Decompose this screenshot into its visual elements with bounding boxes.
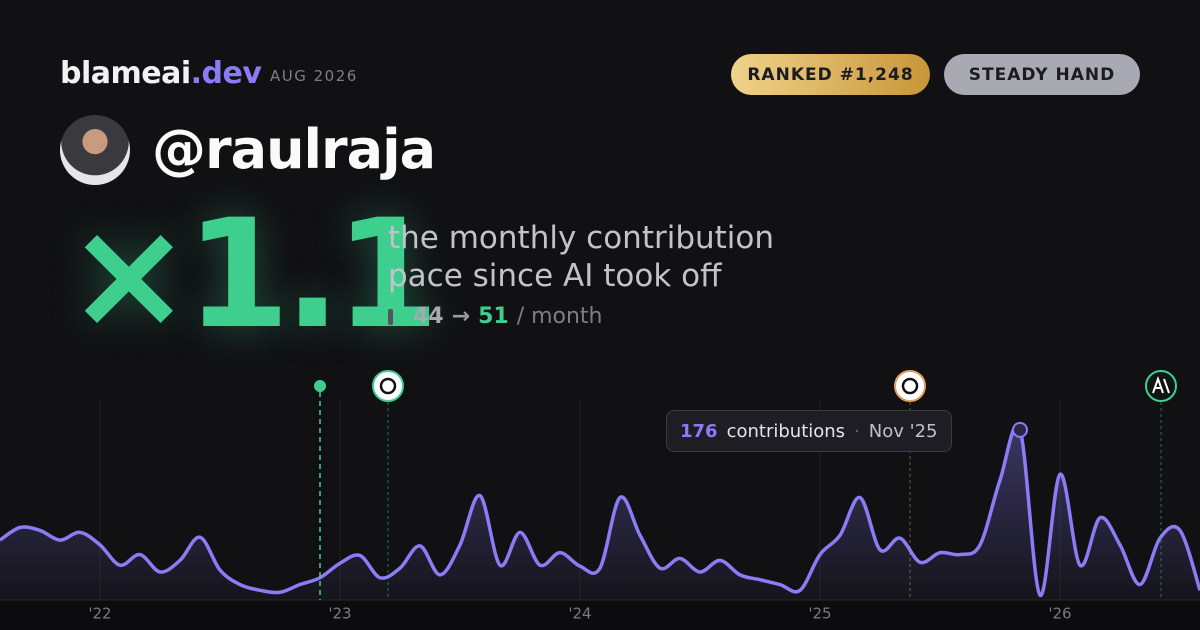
arrow: → xyxy=(451,304,471,329)
event-markers xyxy=(314,370,1177,600)
icon-glyph xyxy=(1152,376,1170,394)
title-badge: STEADY HAND xyxy=(944,54,1140,95)
from-value: 44 xyxy=(413,304,444,329)
rank-badge: RANKED #1,248 xyxy=(731,54,930,95)
highlight-point xyxy=(1012,421,1028,438)
brand-name: blameai xyxy=(60,56,191,91)
brand: blameai.dev xyxy=(60,56,262,91)
openai-icon xyxy=(372,370,404,402)
icon-glyph xyxy=(901,377,919,395)
x-tick-label: '22 xyxy=(88,605,111,623)
avatar xyxy=(60,115,130,185)
event-dot xyxy=(314,380,326,392)
icon-glyph xyxy=(379,377,397,395)
tooltip-value: 176 xyxy=(680,420,718,442)
description: pace since AI took off xyxy=(388,258,722,294)
area xyxy=(0,425,1200,600)
unit: / month xyxy=(516,304,603,329)
stats: 44 → 51 / month xyxy=(388,304,603,329)
x-tick-label: '25 xyxy=(808,605,831,623)
date: AUG 2026 xyxy=(270,67,358,85)
brand-suffix: .dev xyxy=(190,56,262,91)
tooltip-separator: · xyxy=(854,420,860,442)
stats-icon xyxy=(388,308,401,325)
openai-icon xyxy=(894,370,926,402)
multiplier: ×1.1 xyxy=(66,188,439,362)
x-tick-label: '24 xyxy=(568,605,591,623)
tooltip: 176 contributions · Nov '25 xyxy=(666,410,952,452)
to-value: 51 xyxy=(478,304,509,329)
description: the monthly contribution xyxy=(388,220,775,256)
tooltip-unit: contributions xyxy=(726,420,846,442)
x-tick-label: '23 xyxy=(328,605,351,623)
x-tick-label: '26 xyxy=(1048,605,1071,623)
tooltip-date: Nov '25 xyxy=(868,420,938,442)
handle: @raulraja xyxy=(152,118,436,181)
axis-strip xyxy=(0,600,1200,630)
